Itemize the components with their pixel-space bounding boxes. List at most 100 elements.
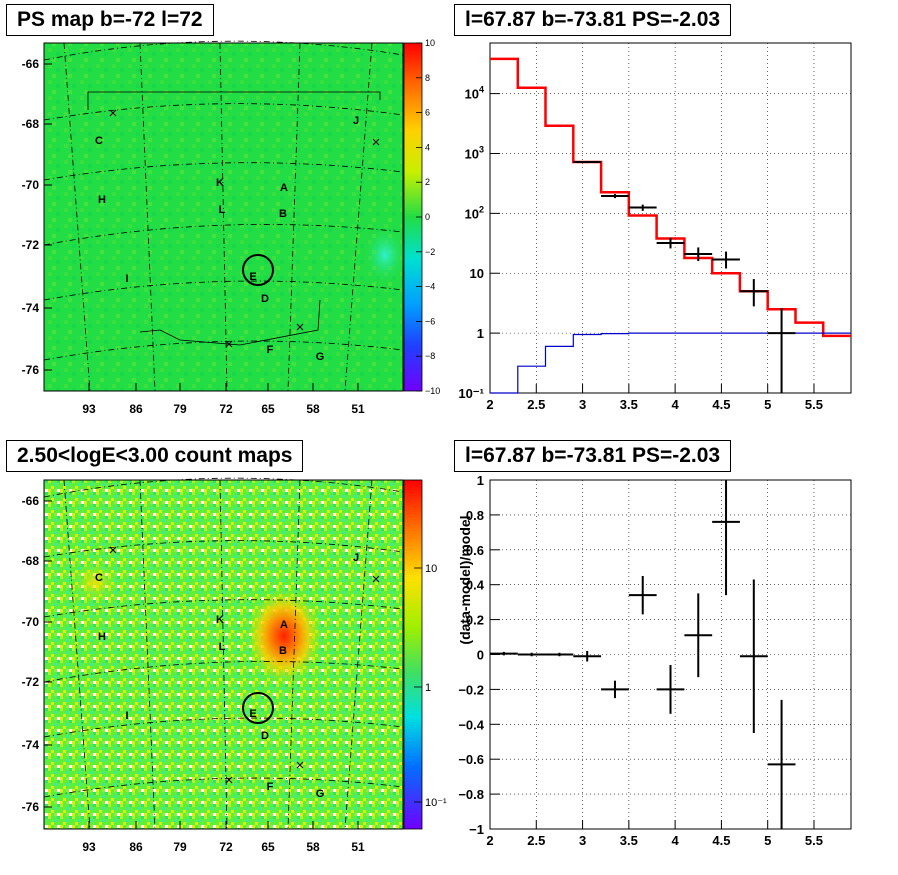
residual-data-point bbox=[517, 652, 546, 657]
x-tick-label: 65 bbox=[261, 402, 275, 416]
spectrum-data-point bbox=[573, 160, 602, 164]
source-label-c: C bbox=[95, 572, 103, 584]
source-label-a: A bbox=[280, 619, 288, 631]
x-tick-label: 58 bbox=[306, 840, 320, 854]
y-tick-label: -76 bbox=[22, 363, 40, 377]
source-label-i: I bbox=[125, 273, 128, 285]
colorbar-tick-label: 6 bbox=[425, 108, 430, 118]
x-tick-label: 72 bbox=[219, 840, 233, 854]
x-tick-label: 93 bbox=[82, 402, 96, 416]
colorbar-tick-label: 10⁻¹ bbox=[425, 797, 447, 809]
source-label-h: H bbox=[98, 194, 106, 206]
count-map-axes: 93 86 79 72 65 58 51 -66 -68 -70 -72 -74 -76 bbox=[22, 494, 365, 854]
count-map-source-labels: A B C DE F G H I J K L bbox=[95, 552, 359, 800]
y-tick-label: 0.2 bbox=[466, 613, 484, 628]
count-map-title: 2.50<logE<3.00 count maps bbox=[6, 440, 304, 472]
y-tick-label: 1 bbox=[477, 473, 484, 488]
colorbar-tick-label: 10 bbox=[425, 563, 437, 575]
y-tick-label: −0.2 bbox=[458, 682, 484, 697]
colorbar-tick-label: 2 bbox=[425, 177, 430, 187]
ps-map-colorbar: 10 8 6 4 2 0 −2 −4 −6 −8 −10 bbox=[403, 38, 440, 396]
residual-data-point bbox=[739, 579, 768, 734]
x-tick-label: 72 bbox=[219, 402, 233, 416]
y-tick-label: −0.6 bbox=[458, 752, 484, 767]
source-label-k: K bbox=[216, 614, 224, 626]
spectrum-panel: 2 2.5 3 3.5 4 4.5 5 5.5 10 1 10⁻¹ 104 103 102 bbox=[458, 42, 852, 412]
x-tick-label: 5.5 bbox=[805, 397, 823, 412]
y-tick-label: −0.8 bbox=[458, 787, 484, 802]
x-tick-label: 51 bbox=[351, 840, 365, 854]
spectrum-data-point bbox=[739, 279, 768, 307]
ps-map-title: PS map b=-72 l=72 bbox=[6, 4, 214, 36]
y-tick-label: 0.6 bbox=[466, 543, 484, 558]
source-label-a: A bbox=[280, 182, 288, 194]
x-tick-label: 79 bbox=[173, 840, 187, 854]
y-tick-label: -66 bbox=[22, 57, 40, 71]
x-tick-label: 2 bbox=[486, 833, 493, 848]
x-tick-label: 86 bbox=[129, 402, 143, 416]
spectrum-frame[interactable] bbox=[489, 42, 852, 394]
spectrum-data-point bbox=[712, 251, 740, 269]
x-tick-label: 3.5 bbox=[620, 397, 638, 412]
source-label-l: L bbox=[219, 641, 226, 653]
source-label-f: F bbox=[267, 344, 274, 356]
residual-grid bbox=[490, 480, 851, 829]
y-tick-label: -74 bbox=[22, 301, 40, 315]
spectrum-data-point bbox=[601, 194, 629, 199]
colorbar-tick-label: −4 bbox=[425, 282, 435, 292]
colorbar-tick-label: −6 bbox=[425, 316, 435, 326]
x-tick-label: 4.5 bbox=[712, 833, 730, 848]
residual-data-point bbox=[628, 575, 657, 615]
source-label-e: E bbox=[249, 708, 256, 720]
count-map-grid bbox=[43, 477, 404, 830]
source-label-d: D bbox=[261, 293, 269, 305]
blue-step-line bbox=[490, 332, 851, 394]
count-map-source-c-blob bbox=[73, 562, 117, 602]
ps-map-axes: 93 86 79 72 65 58 51 -66 -68 -70 -72 -74 -76 bbox=[22, 57, 365, 416]
residual-data-point bbox=[767, 699, 796, 829]
ps-map-roi-outline bbox=[87, 91, 381, 346]
x-tick-label: 65 bbox=[261, 840, 275, 854]
x-tick-label: 58 bbox=[306, 402, 320, 416]
y-tick-label: 104 bbox=[465, 85, 484, 102]
colorbar-tick-label: −2 bbox=[425, 247, 435, 257]
y-tick-label: 10⁻¹ bbox=[458, 386, 484, 401]
y-tick-label: -66 bbox=[22, 494, 40, 508]
source-label-g: G bbox=[316, 351, 325, 363]
y-tick-label: -72 bbox=[22, 675, 40, 689]
spectrum-data-point bbox=[656, 237, 685, 249]
spectrum-data-point bbox=[684, 247, 713, 262]
spectrum-data-point bbox=[767, 308, 796, 393]
x-tick-label: 79 bbox=[173, 402, 187, 416]
count-colorbar-scale bbox=[403, 479, 423, 830]
x-tick-label: 2.5 bbox=[527, 833, 545, 848]
x-tick-label: 5 bbox=[764, 833, 771, 848]
residual-data-point bbox=[601, 680, 629, 699]
count-map-panel: A B C DE F G H I J K L 10 1 10⁻¹ 93 86 79 72 65 58 51 -66 -6… bbox=[22, 477, 447, 854]
colorbar-tick-label: 0 bbox=[425, 212, 430, 222]
colorbar-tick-label: 1 bbox=[425, 682, 431, 694]
y-tick-label: -74 bbox=[22, 738, 40, 752]
y-tick-label: -68 bbox=[22, 117, 40, 131]
spectrum-axes: 2 2.5 3 3.5 4 4.5 5 5.5 10 1 10⁻¹ 104 103 102 bbox=[458, 85, 823, 412]
ps-map-cyan-region bbox=[363, 225, 407, 285]
count-map-source-a-blob bbox=[246, 588, 322, 684]
y-tick-label: 0 bbox=[477, 648, 484, 663]
source-label-b: B bbox=[279, 208, 287, 220]
x-tick-label: 5.5 bbox=[805, 833, 823, 848]
colorbar-tick-label: 8 bbox=[425, 73, 430, 83]
source-label-d: D bbox=[261, 730, 269, 742]
residual-data-point bbox=[656, 664, 685, 714]
y-tick-label: 103 bbox=[465, 144, 484, 161]
x-tick-label: 2.5 bbox=[527, 397, 545, 412]
source-label-j: J bbox=[353, 552, 359, 564]
spectrum-data-points bbox=[573, 160, 796, 393]
x-tick-label: 51 bbox=[351, 402, 365, 416]
source-label-k: K bbox=[216, 177, 224, 189]
x-tick-label: 4.5 bbox=[712, 397, 730, 412]
y-tick-label: -70 bbox=[22, 615, 40, 629]
y-tick-label: 102 bbox=[465, 204, 484, 221]
count-map-x-markers bbox=[109, 546, 380, 784]
x-tick-label: 2 bbox=[486, 397, 493, 412]
residual-data-point bbox=[712, 480, 740, 596]
